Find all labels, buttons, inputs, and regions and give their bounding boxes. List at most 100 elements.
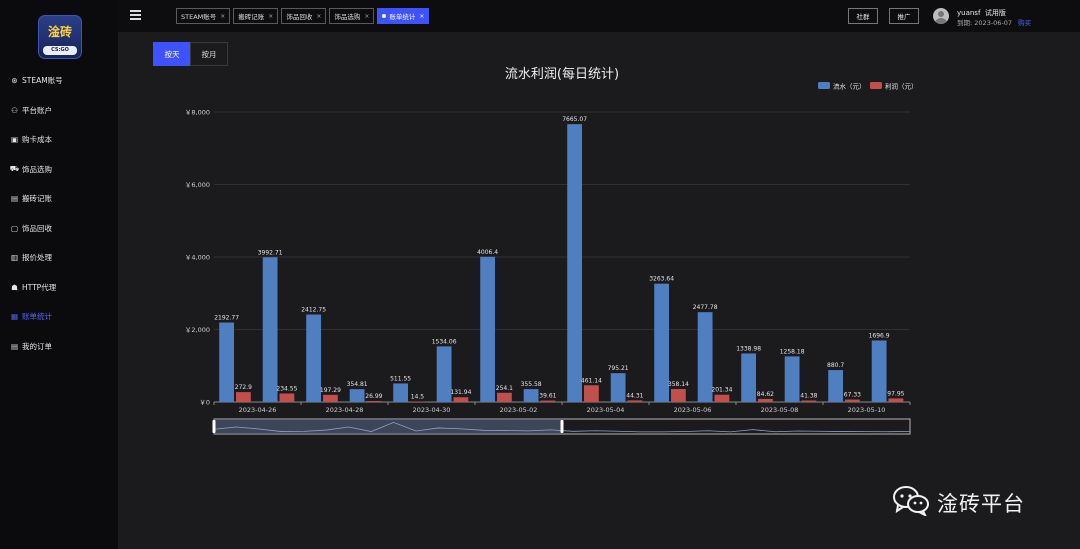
data-label: 358.14 <box>668 381 689 388</box>
data-label: 67.33 <box>844 392 861 399</box>
bar-series-1[interactable] <box>279 393 295 402</box>
community-button[interactable]: 社群 <box>848 8 878 24</box>
bar-series-0[interactable] <box>393 383 409 402</box>
toggle-by-month[interactable]: 按月 <box>190 42 228 66</box>
sidebar-item-7[interactable]: ☗ HTTP代理 <box>0 273 118 303</box>
chart-title: 流水利润(每日统计) <box>505 66 619 82</box>
logo-text: 淦砖 <box>47 25 72 39</box>
bar-series-0[interactable] <box>436 346 452 402</box>
bar-series-1[interactable] <box>627 400 643 402</box>
data-label: 41.38 <box>800 392 817 399</box>
sidebar-item-9[interactable]: ▤ 我的订单 <box>0 332 118 362</box>
bar-series-1[interactable] <box>323 394 338 402</box>
data-label: 795.21 <box>608 365 629 372</box>
proxy-icon: ☗ <box>11 282 18 292</box>
legend-swatch[interactable] <box>818 82 830 89</box>
bar-series-0[interactable] <box>306 314 322 402</box>
promote-button[interactable]: 推广 <box>889 8 919 24</box>
sidebar-item-label: 报价处理 <box>22 253 52 263</box>
bar-series-1[interactable] <box>801 400 817 402</box>
data-label: 354.81 <box>347 381 368 388</box>
app-logo[interactable]: 淦砖 CS:GO <box>38 15 82 59</box>
bar-series-1[interactable] <box>671 389 686 402</box>
bar-series-0[interactable] <box>741 353 757 402</box>
bar-series-1[interactable] <box>758 398 773 402</box>
close-icon[interactable]: × <box>364 12 370 20</box>
data-label: 197.29 <box>320 387 341 394</box>
sidebar-item-label: 搬砖记账 <box>22 194 52 204</box>
tab-4[interactable]: 账单统计 × <box>377 8 430 24</box>
bar-series-0[interactable] <box>480 256 496 402</box>
bar-series-0[interactable] <box>828 370 844 402</box>
data-label: 7665.07 <box>562 116 587 123</box>
buy-link[interactable]: 购买 <box>1018 19 1032 27</box>
bar-series-0[interactable] <box>262 257 278 402</box>
tab-1[interactable]: 搬砖记账 × <box>233 8 279 24</box>
tab-3[interactable]: 饰品选购 × <box>329 8 375 24</box>
sidebar-item-0[interactable]: ⊛ STEAM账号 <box>0 66 118 96</box>
close-icon[interactable]: × <box>268 12 274 20</box>
tab-0[interactable]: STEAM账号 × <box>176 8 231 24</box>
bar-series-0[interactable] <box>784 356 800 402</box>
bar-series-1[interactable] <box>497 392 512 402</box>
sidebar-item-6[interactable]: ▥ 报价处理 <box>0 243 118 273</box>
legend-swatch[interactable] <box>870 82 882 89</box>
close-icon[interactable]: × <box>220 12 226 20</box>
data-label: 2192.77 <box>214 315 239 322</box>
data-label: 1258.18 <box>780 348 805 355</box>
book-icon: ▤ <box>10 194 19 204</box>
x-tick-label: 2023-05-04 <box>587 406 625 414</box>
bar-series-0[interactable] <box>219 322 235 402</box>
close-icon[interactable]: × <box>316 12 322 20</box>
bar-series-0[interactable] <box>654 283 670 402</box>
bar-series-0[interactable] <box>697 312 713 402</box>
y-tick-label: ￥4,000 <box>185 254 210 262</box>
tab-label: 账单统计 <box>389 13 416 21</box>
bar-series-0[interactable] <box>349 389 365 402</box>
bar-series-0[interactable] <box>567 124 583 403</box>
x-tick-label: 2023-04-30 <box>413 406 451 414</box>
close-icon[interactable]: × <box>419 12 425 20</box>
box-icon: ▢ <box>10 223 19 233</box>
tab-label: 搬砖记账 <box>238 13 265 21</box>
sidebar-item-3[interactable]: ⛟ 饰品选购 <box>0 155 118 185</box>
bar-series-0[interactable] <box>610 373 626 402</box>
sidebar-item-1[interactable]: ⚇ 平台账户 <box>0 96 118 126</box>
tab-2[interactable]: 饰品回收 × <box>281 8 327 24</box>
bar-series-1[interactable] <box>236 392 251 402</box>
tab-label: STEAM账号 <box>181 13 217 21</box>
sidebar-item-label: 账单统计 <box>22 312 52 322</box>
bar-series-0[interactable] <box>871 340 887 402</box>
sidebar-item-label: 购卡成本 <box>22 135 52 145</box>
tab-label: 饰品回收 <box>286 13 313 21</box>
sidebar-item-2[interactable]: ▣ 购卡成本 <box>0 125 118 155</box>
sidebar-item-4[interactable]: ▤ 搬砖记账 <box>0 184 118 214</box>
avatar[interactable] <box>933 8 949 24</box>
bar-series-1[interactable] <box>410 401 425 402</box>
data-label: 355.58 <box>521 381 542 388</box>
bar-series-1[interactable] <box>714 394 730 402</box>
data-label: 254.1 <box>496 385 513 392</box>
legend-label[interactable]: 利润（元） <box>885 82 918 91</box>
sidebar: 淦砖 CS:GO ⊛ STEAM账号 ⚇ 平台账户 ▣ 购卡成本 ⛟ 饰品选购 ▤ 搬砖记账 ▢ 饰品… <box>0 0 118 549</box>
zoom-handle-right[interactable] <box>560 420 564 433</box>
data-label: 26.99 <box>365 393 382 400</box>
bar-series-1[interactable] <box>888 398 904 402</box>
sidebar-item-5[interactable]: ▢ 饰品回收 <box>0 214 118 244</box>
bar-series-1[interactable] <box>366 401 382 402</box>
data-zoom-selection[interactable] <box>214 419 562 434</box>
bar-series-1[interactable] <box>453 397 469 402</box>
bar-series-1[interactable] <box>540 400 556 402</box>
bar-series-1[interactable] <box>845 399 860 402</box>
x-tick-label: 2023-04-26 <box>239 406 277 414</box>
legend-label[interactable]: 流水（元） <box>833 82 866 91</box>
toggle-by-day[interactable]: 按天 <box>153 42 191 66</box>
sidebar-item-label: 平台账户 <box>22 105 52 115</box>
bar-series-0[interactable] <box>523 389 539 402</box>
sidebar-item-8[interactable]: ▦ 账单统计 <box>0 302 118 332</box>
zoom-handle-left[interactable] <box>212 420 216 433</box>
bar-series-1[interactable] <box>584 385 599 402</box>
data-label: 1534.06 <box>432 338 457 345</box>
menu-toggle-icon[interactable] <box>130 10 141 20</box>
